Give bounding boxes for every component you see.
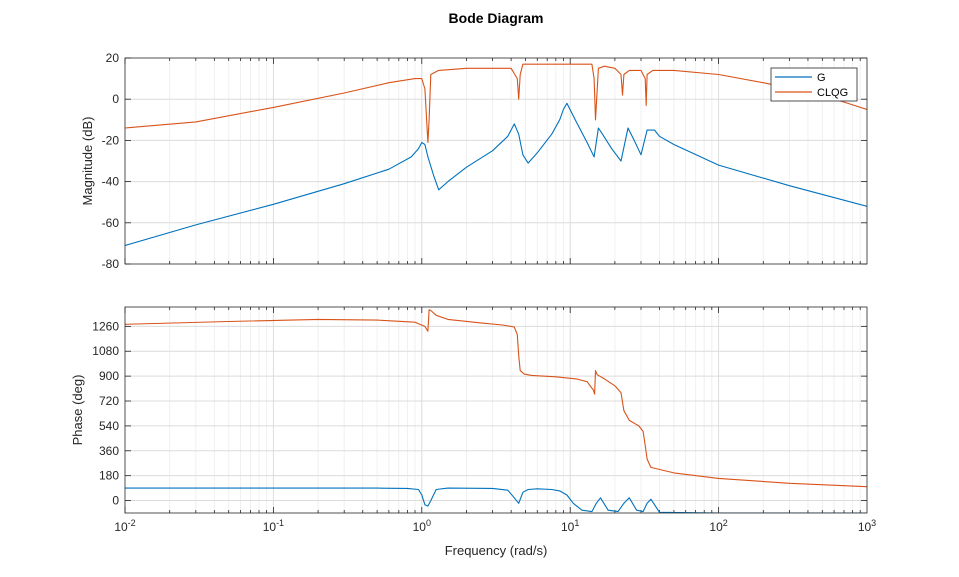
chart-title: Bode Diagram (449, 10, 544, 26)
phase-axes: 1260 1080 900 720 540 360 180 0 10-2 10-1 100 101 10… (92, 306, 876, 534)
magnitude-grid (125, 58, 867, 264)
x-tick-label: 10-1 (263, 518, 284, 534)
x-tick-label: 100 (413, 518, 431, 534)
x-tick-label: 10-2 (114, 518, 135, 534)
magnitude-y-tick-label: 20 (106, 51, 120, 65)
phase-series (125, 309, 867, 513)
series-line-clqg (125, 309, 867, 488)
magnitude-y-tick-label: 0 (112, 92, 119, 106)
phase-y-tick-label: 1080 (92, 344, 119, 358)
magnitude-ticks: 20 0 -20 -40 -60 -80 (102, 51, 867, 271)
series-line-clqg (125, 63, 867, 144)
legend-box (770, 67, 858, 102)
phase-y-tick-label: 1260 (92, 319, 119, 333)
series-line-g (125, 487, 867, 513)
legend-label-clqg: CLQG (817, 87, 848, 99)
series-line-g (125, 102, 867, 247)
x-tick-label: 103 (858, 518, 876, 534)
phase-axes-box (124, 306, 868, 514)
frequency-axis-label: Frequency (rad/s) (445, 543, 548, 558)
phase-y-tick-label: 540 (99, 419, 119, 433)
magnitude-plot-area (125, 58, 867, 264)
legend: G CLQG (770, 67, 858, 102)
magnitude-axes-box (124, 57, 868, 265)
magnitude-y-tick-label: -80 (102, 257, 120, 271)
magnitude-y-tick-label: -60 (102, 216, 120, 230)
phase-y-tick-label: 180 (99, 469, 119, 483)
x-tick-label: 101 (561, 518, 579, 534)
magnitude-y-tick-label: -40 (102, 175, 120, 189)
x-tick-label: 102 (709, 518, 727, 534)
magnitude-series (125, 63, 867, 247)
phase-axis-label: Phase (deg) (70, 375, 85, 446)
phase-y-tick-label: 720 (99, 394, 119, 408)
magnitude-y-tick-label: -20 (102, 133, 120, 147)
magnitude-axis-label: Magnitude (dB) (80, 117, 95, 206)
phase-y-tick-label: 360 (99, 444, 119, 458)
phase-plot-area (125, 307, 867, 513)
phase-y-tick-label: 900 (99, 369, 119, 383)
phase-y-tick-label: 0 (112, 494, 119, 508)
phase-grid (125, 307, 867, 513)
magnitude-axes: 20 0 -20 -40 -60 -80 (102, 51, 868, 271)
legend-label-g: G (817, 72, 826, 84)
